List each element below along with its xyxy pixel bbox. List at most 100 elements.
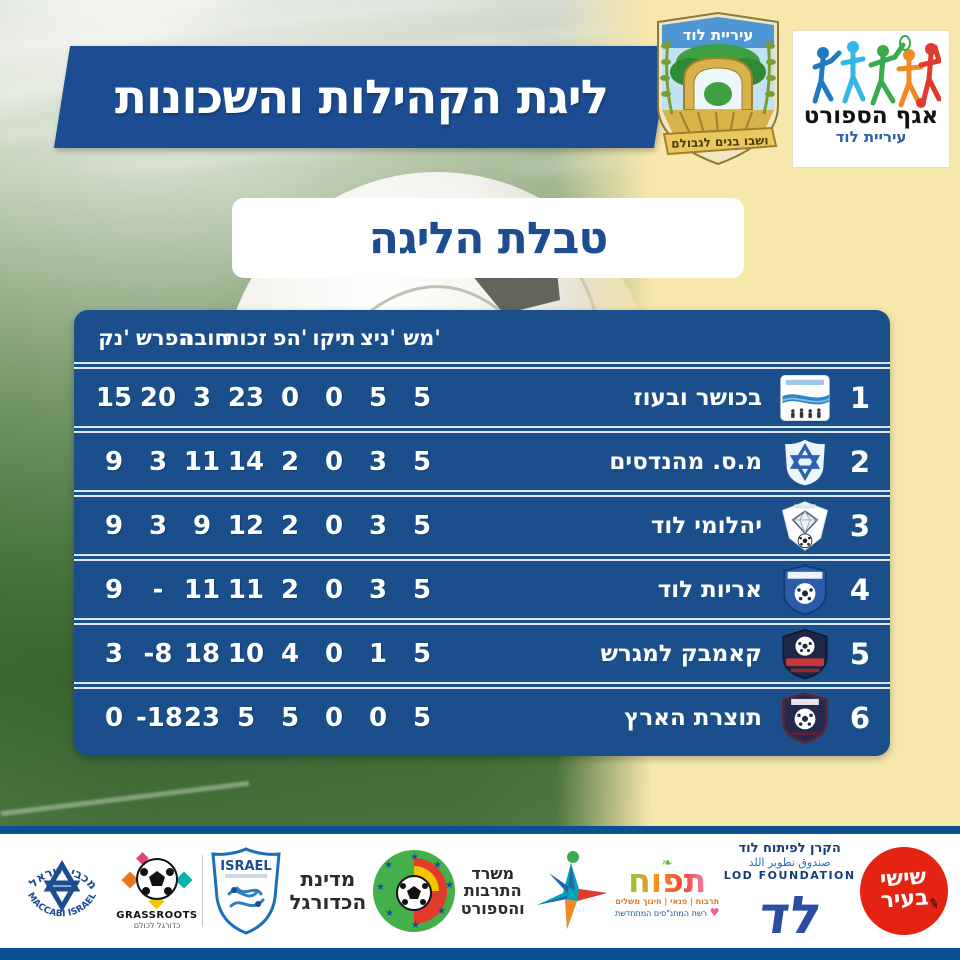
stat-wins: 3 [368,574,388,605]
stat-wins: 3 [368,510,388,541]
table-row: 3 יהלומי לוד 5 3 0 2 12 9 3 9 [74,497,890,554]
table-row: 5 קאמבק למגרש 5 1 0 4 10 18 -8 3 [74,625,890,682]
tapuach-logo: ❧ תפוח תרבות | פנאי | חינוך משלים ♥ רשת … [615,857,720,919]
team-crest-yahalomei-lod [770,500,840,552]
grassroots-ball-icon [121,852,192,910]
svg-text:★: ★ [410,852,419,863]
stat-goals-against: 18 [183,638,221,669]
team-crest-ms-mehandesim [770,436,840,488]
svg-text:★: ★ [385,908,394,919]
team-name: בכושר ובעוז [633,384,762,411]
emblem-city-name: עיריית לוד [683,26,754,44]
stat-difference: -18 [136,702,183,733]
grassroots-subtitle: כדורגל לכולם [133,921,181,930]
culture-ministry-logo: משרד התרבות והספורט [461,849,611,933]
stat-games: 5 [412,638,432,669]
stat-wins: 0 [368,702,388,733]
table-title-box: טבלת הליגה [232,198,744,278]
col-losses: הפ' [272,326,308,350]
culture-ministry-text: משרד התרבות והספורט [461,865,525,918]
football-state-logo: מדינת הכדורגל [289,868,366,914]
svg-text:★: ★ [437,906,446,917]
maccabi-israel-logo: מכבי ישראל MACCABI ISRAEL [12,841,112,941]
lod-foundation-logo: הקרן לפיתוח לוד صندوق تطوير اللد LOD FOU… [724,841,856,946]
stat-draws: 0 [324,638,344,669]
stat-wins: 1 [368,638,388,669]
stat-goals-for: 12 [227,510,265,541]
stat-losses: 2 [280,574,300,605]
shishi-bair-logo: שישי בעיר ✎ [856,844,951,938]
stat-games: 5 [412,382,432,413]
col-difference: הפרש [136,326,193,350]
footer-bottom-bar [0,948,960,960]
stat-goals-against: 3 [192,382,212,413]
tapuach-network-text: רשת המתנ"סים המתחדשת [614,908,708,918]
svg-text:★: ★ [433,860,442,871]
svg-text:★: ★ [384,860,393,871]
row-divider [74,362,890,369]
team-name: יהלומי לוד [650,512,762,539]
team-crest-comeback-lamigrash [770,628,840,680]
team-name: אריות לוד [657,576,762,603]
league-title-text: ליגת הקהילות והשכונות [115,69,609,125]
stat-difference: 3 [148,510,168,541]
table-header-row: מש' ניצ' תיקו הפ' זכות חובה הפרש נק' [74,314,890,362]
row-divider [74,426,890,433]
lod-foundation-text: הקרן לפיתוח לוד صندوق تطوير اللد LOD FOU… [724,841,856,882]
stat-games: 5 [412,446,432,477]
col-goals-against: חובה [180,326,229,350]
stat-games: 5 [412,510,432,541]
stat-difference: -8 [143,638,173,669]
stat-goals-for: 5 [236,702,256,733]
svg-text:★: ★ [445,880,454,891]
footer-top-bar [0,826,960,834]
table-title-text: טבלת הליגה [368,212,608,264]
culture-ministry-line3: והספורט [460,898,525,918]
row-divider [74,682,890,689]
stat-losses: 2 [280,510,300,541]
football-state-line2: הכדורגל [289,890,367,914]
stat-difference: - [152,574,164,605]
tapuach-subtitle2: ♥ רשת המתנ"סים המתחדשת [615,906,719,919]
team-crest-totzeret-haaretz [770,691,840,744]
stat-goals-against: 11 [183,574,221,605]
sponsor-strip: מכבי ישראל MACCABI ISRAEL GRASSROOTS כדו… [0,834,960,948]
sports-department-logo: אגף הספורט עיריית לוד [792,30,950,168]
stat-draws: 0 [324,574,344,605]
stat-difference: 3 [148,446,168,477]
football-state-ball-icon: ★ ★ ★ ★ ★ ★ ★ ★ [371,848,457,934]
row-divider [74,554,890,561]
stat-games: 5 [412,574,432,605]
stat-goals-for: 23 [227,382,265,413]
svg-text:★: ★ [376,882,385,893]
col-draws: תיקו [312,326,356,350]
stat-goals-for: 10 [227,638,265,669]
sponsor-divider [201,855,203,927]
team-crest-arayot-lod [770,564,840,616]
row-divider [74,618,890,625]
stat-losses: 2 [280,446,300,477]
league-title-banner: ליגת הקהילות והשכונות [53,46,671,148]
rank: 3 [849,508,871,543]
team-crest-bekosher-uveoz [770,372,840,424]
stat-points: 9 [104,574,124,605]
stat-goals-for: 11 [227,574,265,605]
tapuach-subtitle: תרבות | פנאי | חינוך משלים [615,896,720,906]
rank: 1 [849,380,871,415]
table-row: 4 אריות לוד 5 3 0 2 11 11 - 9 [74,561,890,618]
israel-fa-logo: ISRAEL [207,846,285,936]
stat-losses: 0 [280,382,300,413]
stat-games: 5 [412,702,432,733]
col-goals-for: זכות [225,326,267,350]
stat-goals-against: 23 [183,702,221,733]
stat-points: 3 [104,638,124,669]
rank: 4 [849,572,871,607]
sports-department-subtitle: עיריית לוד [835,128,907,146]
stat-points: 0 [104,702,124,733]
tapuach-title: תפוח [628,860,707,900]
athletes-figures-icon [812,35,941,108]
stat-points: 9 [104,510,124,541]
team-name: קאמבק למגרש [600,640,762,667]
team-name: תוצרת הארץ [624,704,762,731]
